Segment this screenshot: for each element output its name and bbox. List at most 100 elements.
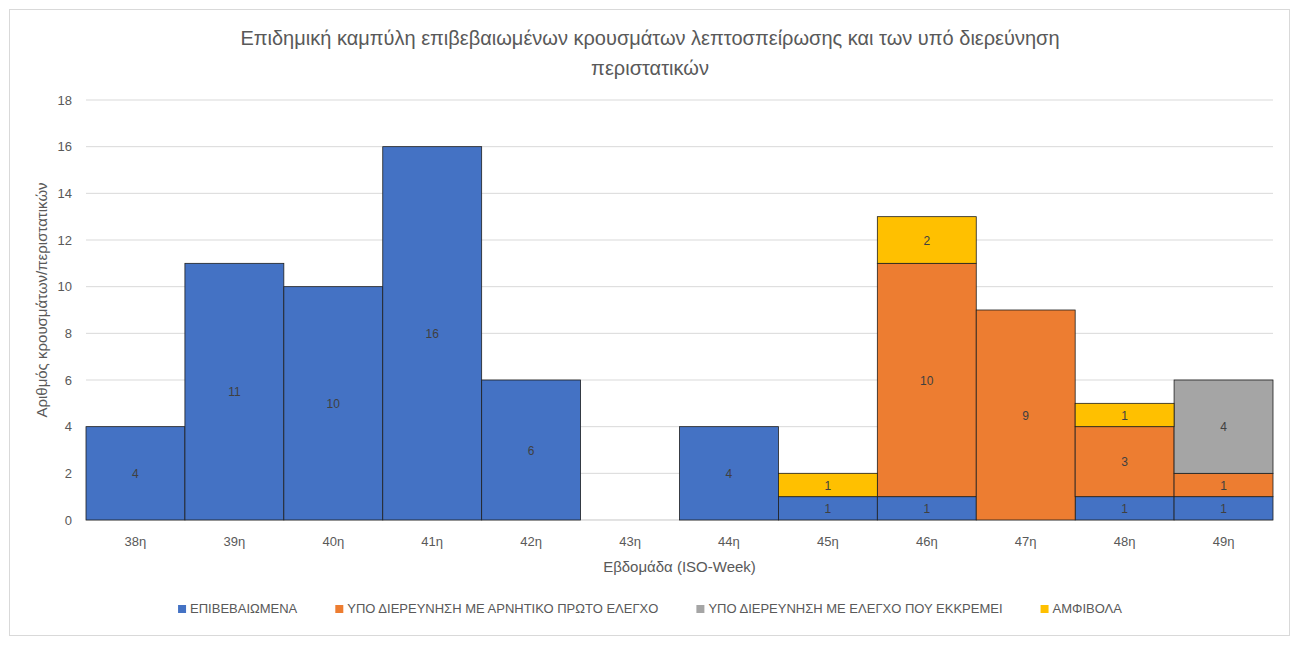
bar-segment — [1174, 497, 1273, 520]
x-tick-label: 43η — [619, 534, 641, 549]
bar-segment — [1075, 497, 1174, 520]
bar-segment — [383, 146, 482, 147]
legend-swatch — [335, 605, 343, 613]
bar-segment — [976, 310, 1075, 520]
y-tick-label: 10 — [58, 279, 72, 294]
legend-item: ΕΠΙΒΕΒΑΙΩΜΕΝΑ — [178, 601, 298, 616]
bar-segment — [284, 286, 383, 287]
bar-segment — [778, 497, 877, 520]
data-label: 1 — [825, 479, 832, 493]
bar-segment — [185, 263, 284, 264]
bar-segment — [284, 286, 383, 287]
bar-segment — [86, 426, 185, 427]
grid-line — [86, 100, 1273, 101]
bar-segment — [482, 380, 581, 381]
x-tick-label: 45η — [817, 534, 839, 549]
bar-segment — [1174, 380, 1273, 473]
legend-swatch — [1041, 605, 1049, 613]
y-tick-label: 2 — [65, 466, 72, 481]
title-line: Επιδημική καμπύλη επιβεβαιωμένων κρουσμά… — [240, 27, 1059, 49]
legend-swatch — [696, 605, 704, 613]
bar-segment — [383, 147, 482, 520]
bar-segment — [482, 380, 581, 381]
y-tick-label: 6 — [65, 373, 72, 388]
bar-segment — [86, 426, 185, 427]
bar-segment — [976, 310, 1075, 311]
bar-segment — [680, 426, 779, 427]
bar-segment — [482, 380, 581, 520]
bar-segment — [86, 427, 185, 520]
chart: Επιδημική καμπύλη επιβεβαιωμένων κρουσμά… — [0, 0, 1299, 648]
bar-segment — [581, 520, 680, 521]
x-tick-label: 39η — [224, 534, 246, 549]
legend-label: ΥΠΟ ΔΙΕΡΕΥΝΗΣΗ ΜΕ ΕΛΕΓΧΟ ΠΟΥ ΕΚΚΡΕΜΕΙ — [708, 601, 1002, 616]
bar-segment — [778, 473, 877, 496]
bar-segment — [185, 263, 284, 520]
bar-segment — [581, 520, 680, 521]
legend-item: ΥΠΟ ΔΙΕΡΕΥΝΗΣΗ ΜΕ ΑΡΝΗΤΙΚΟ ΠΡΩΤΟ ΕΛΕΓΧΟ — [335, 601, 658, 616]
legend-swatch — [178, 605, 186, 613]
title-line: περιστατικών — [591, 57, 709, 79]
x-tick-label: 41η — [421, 534, 443, 549]
data-label: 1 — [923, 502, 930, 516]
grid-line — [86, 240, 1273, 241]
x-tick-label: 38η — [125, 534, 147, 549]
bar-segment — [976, 310, 1075, 311]
grid-line — [86, 193, 1273, 194]
bar-segment — [877, 217, 976, 264]
x-tick-label: 42η — [520, 534, 542, 549]
data-label: 1 — [1220, 502, 1227, 516]
x-tick-label: 44η — [718, 534, 740, 549]
legend-label: ΕΠΙΒΕΒΑΙΩΜΕΝΑ — [190, 601, 298, 616]
x-tick-label: 49η — [1213, 534, 1235, 549]
chart-frame — [10, 10, 1290, 636]
data-label: 1 — [1121, 502, 1128, 516]
grid-line — [86, 146, 1273, 147]
y-tick-label: 8 — [65, 326, 72, 341]
bar-segment — [680, 426, 779, 427]
bar-segment — [1075, 403, 1174, 426]
bar-segment — [86, 426, 185, 427]
chart-title: Επιδημική καμπύλη επιβεβαιωμένων κρουσμά… — [240, 27, 1059, 79]
data-label: 1 — [1220, 479, 1227, 493]
bar-segment — [482, 380, 581, 381]
y-axis-title: Αριθμός κρουσμάτων/περιστατικών — [33, 182, 50, 417]
legend-item: ΥΠΟ ΔΙΕΡΕΥΝΗΣΗ ΜΕ ΕΛΕΓΧΟ ΠΟΥ ΕΚΚΡΕΜΕΙ — [696, 601, 1002, 616]
data-label: 1 — [825, 502, 832, 516]
bar-segment — [877, 497, 976, 520]
bar-segment — [680, 426, 779, 427]
bar-segment — [284, 286, 383, 287]
x-tick-label: 40η — [322, 534, 344, 549]
bar-segment — [383, 146, 482, 147]
y-tick-label: 18 — [58, 93, 72, 108]
bar-segment — [877, 263, 976, 496]
data-label: 4 — [132, 467, 139, 481]
legend-label: ΥΠΟ ΔΙΕΡΕΥΝΗΣΗ ΜΕ ΑΡΝΗΤΙΚΟ ΠΡΩΤΟ ΕΛΕΓΧΟ — [347, 601, 658, 616]
legend-item: ΑΜΦΙΒΟΛΑ — [1041, 601, 1123, 616]
data-label: 3 — [1121, 455, 1128, 469]
data-label: 16 — [426, 327, 440, 341]
bar-segment — [185, 263, 284, 264]
data-label: 4 — [1220, 420, 1227, 434]
y-tick-label: 4 — [65, 419, 72, 434]
x-tick-label: 47η — [1015, 534, 1037, 549]
data-label: 9 — [1022, 409, 1029, 423]
data-label: 10 — [920, 374, 934, 388]
legend-label: ΑΜΦΙΒΟΛΑ — [1053, 601, 1123, 616]
data-label: 10 — [327, 397, 341, 411]
data-label: 2 — [923, 234, 930, 248]
data-label: 11 — [228, 385, 241, 399]
bar-segment — [185, 263, 284, 264]
data-label: 6 — [528, 444, 535, 458]
x-axis-title: Εβδομάδα (ISO-Week) — [603, 558, 756, 575]
data-label: 1 — [1121, 409, 1128, 423]
bar-segment — [1174, 473, 1273, 496]
bar-segment — [581, 520, 680, 521]
x-tick-label: 46η — [916, 534, 938, 549]
y-tick-label: 14 — [58, 186, 72, 201]
y-tick-label: 16 — [58, 139, 72, 154]
y-tick-label: 12 — [58, 233, 72, 248]
bar-segment — [1174, 380, 1273, 381]
bar-segment — [581, 520, 680, 521]
bar-segment — [284, 287, 383, 520]
